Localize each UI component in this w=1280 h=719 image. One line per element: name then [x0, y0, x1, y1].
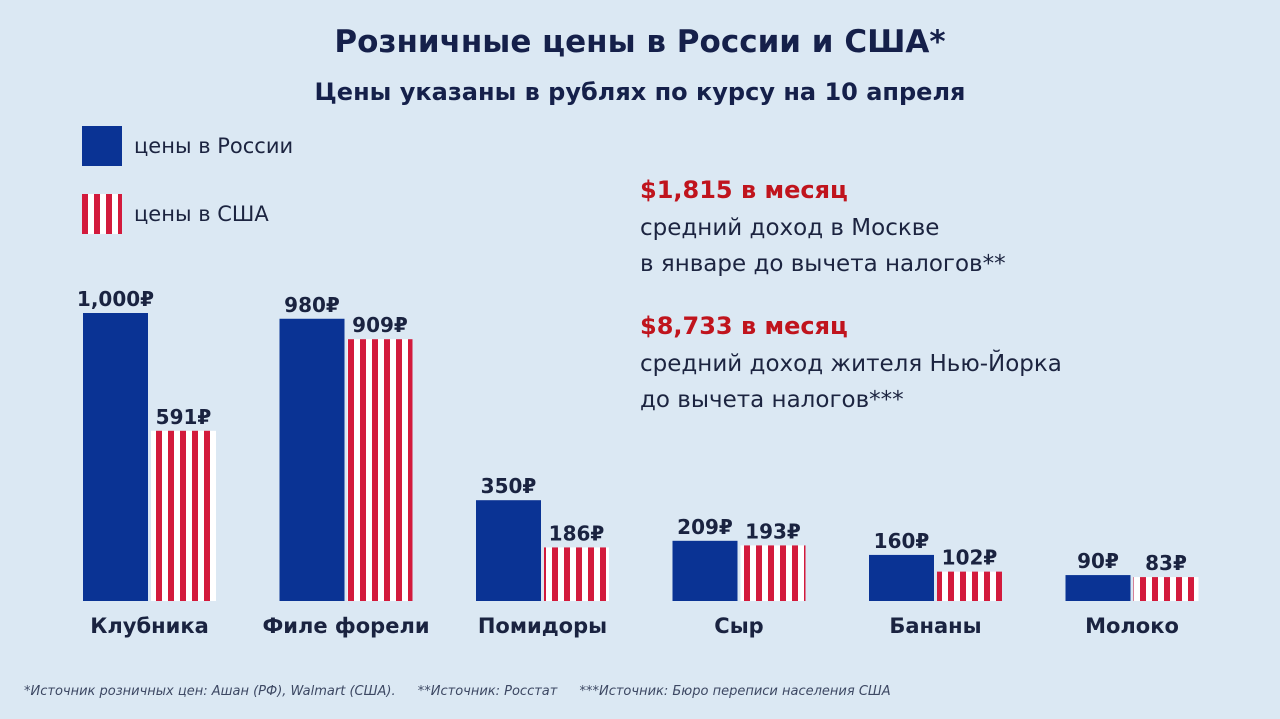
- bar-russia-3: [672, 540, 738, 601]
- category-label-2: Помидоры: [478, 614, 607, 638]
- category-label-4: Бананы: [889, 614, 981, 638]
- value-label-usa-5: 83₽: [1145, 551, 1187, 575]
- bar-usa-1: [347, 339, 413, 601]
- legend-item-usa: цены в США: [82, 194, 269, 234]
- income-newyork-amount: $8,733 в месяц: [640, 312, 848, 340]
- bar-russia-5: [1065, 575, 1131, 601]
- bar-russia-1: [279, 318, 345, 601]
- chart-title: Розничные цены в России и США*: [334, 24, 946, 60]
- value-label-usa-2: 186₽: [549, 521, 605, 545]
- footnote-retail-source: *Источник розничных цен: Ашан (РФ), Walm…: [24, 684, 396, 699]
- legend-swatch-usa: [82, 194, 122, 234]
- legend-item-russia: цены в России: [82, 126, 293, 166]
- income-moscow: $1,815 в месяц средний доход в Москве в …: [640, 176, 1006, 282]
- footnote-census: ***Источник: Бюро переписи населения США: [579, 684, 891, 699]
- value-label-russia-4: 160₽: [874, 529, 930, 553]
- income-moscow-desc-line1: средний доход в Москве: [640, 215, 940, 241]
- footnotes: *Источник розничных цен: Ашан (РФ), Walm…: [24, 684, 909, 699]
- category-label-0: Клубника: [90, 614, 209, 638]
- value-label-russia-5: 90₽: [1077, 549, 1119, 573]
- value-label-russia-0: 1,000₽: [77, 287, 154, 311]
- legend-label-usa: цены в США: [134, 202, 269, 226]
- category-label-5: Молоко: [1085, 614, 1179, 638]
- legend-swatch-russia: [82, 126, 122, 166]
- bar-usa-3: [740, 545, 806, 601]
- value-label-usa-1: 909₽: [352, 313, 408, 337]
- category-label-3: Сыр: [714, 614, 763, 638]
- bar-usa-4: [937, 571, 1002, 601]
- chart-subtitle: Цены указаны в рублях по курсу на 10 апр…: [314, 78, 966, 106]
- bar-russia-0: [83, 313, 148, 601]
- value-label-russia-2: 350₽: [481, 474, 537, 498]
- income-moscow-amount: $1,815 в месяц: [640, 176, 848, 204]
- value-label-russia-1: 980₽: [284, 293, 340, 317]
- bar-russia-4: [869, 554, 934, 601]
- bar-usa-2: [544, 547, 609, 601]
- footnote-rosstat: **Источник: Росстат: [417, 684, 558, 699]
- income-newyork: $8,733 в месяц средний доход жителя Нью-…: [640, 312, 1062, 418]
- income-moscow-desc-line2: в январе до вычета налогов**: [640, 251, 1006, 277]
- category-label-1: Филе форели: [262, 614, 429, 638]
- value-label-usa-3: 193₽: [745, 519, 801, 543]
- value-label-usa-4: 102₽: [942, 546, 998, 570]
- legend-label-russia: цены в России: [134, 134, 294, 158]
- value-label-russia-3: 209₽: [677, 515, 733, 539]
- bar-usa-0: [151, 430, 216, 601]
- income-newyork-desc-line2: до вычета налогов***: [640, 387, 904, 413]
- bar-usa-5: [1133, 577, 1199, 601]
- bar-russia-2: [476, 500, 541, 601]
- income-newyork-desc-line1: средний доход жителя Нью-Йорка: [640, 351, 1062, 377]
- value-label-usa-0: 591₽: [156, 405, 212, 429]
